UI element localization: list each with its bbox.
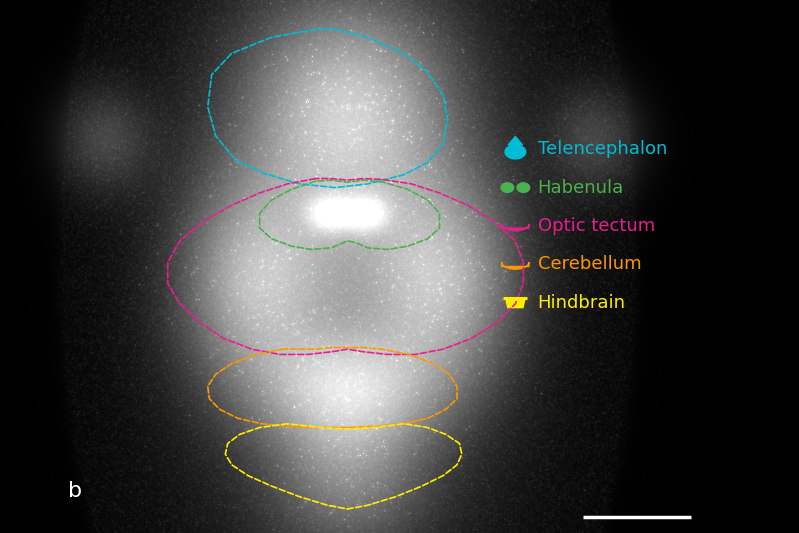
Text: Cerebellum: Cerebellum bbox=[538, 255, 642, 273]
Polygon shape bbox=[517, 183, 530, 192]
Text: Telencephalon: Telencephalon bbox=[538, 140, 667, 158]
Polygon shape bbox=[502, 224, 529, 231]
Polygon shape bbox=[505, 145, 526, 159]
Text: Hindbrain: Hindbrain bbox=[538, 294, 626, 312]
Polygon shape bbox=[502, 262, 529, 269]
Text: Optic tectum: Optic tectum bbox=[538, 217, 655, 235]
Polygon shape bbox=[506, 298, 525, 308]
Polygon shape bbox=[508, 136, 523, 145]
Text: b: b bbox=[68, 481, 82, 501]
Polygon shape bbox=[501, 183, 514, 192]
Text: Habenula: Habenula bbox=[538, 179, 624, 197]
